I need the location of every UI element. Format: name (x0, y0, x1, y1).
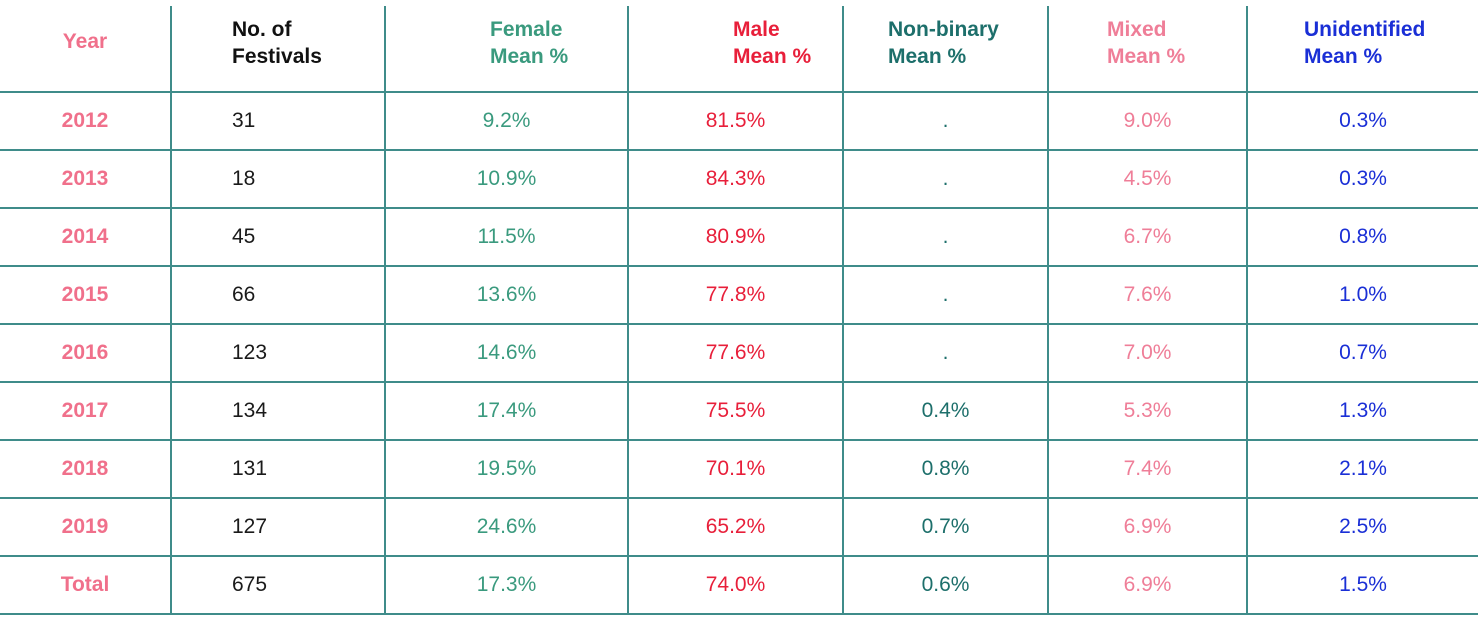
table-row: 2015 66 13.6% 77.8% . 7.6% 1.0% (0, 266, 1478, 325)
cell-year: 2013 (0, 150, 172, 209)
table-row: 2013 18 10.9% 84.3% . 4.5% 0.3% (0, 150, 1478, 209)
cell-festivals: 123 (171, 324, 386, 383)
cell-festivals: 18 (171, 150, 386, 209)
header-festivals: No. of Festivals (171, 6, 386, 93)
cell-unidentified: 0.3% (1247, 150, 1478, 209)
cell-female: 17.3% (385, 556, 629, 615)
cell-male: 70.1% (628, 440, 844, 499)
cell-unidentified: 1.0% (1247, 266, 1478, 325)
cell-festivals: 134 (171, 382, 386, 441)
header-festivals-line2: Festivals (232, 45, 322, 68)
cell-year: 2018 (0, 440, 172, 499)
table-row: 2017 134 17.4% 75.5% 0.4% 5.3% 1.3% (0, 382, 1478, 441)
header-year: Year (0, 6, 172, 93)
cell-festivals: 127 (171, 498, 386, 557)
header-nonbinary-line1: Non-binary (888, 18, 999, 41)
header-year-label: Year (62, 30, 108, 53)
cell-male: 80.9% (628, 208, 844, 267)
cell-nonbinary: . (843, 92, 1049, 151)
cell-mixed: 6.7% (1048, 208, 1248, 267)
cell-unidentified: 0.7% (1247, 324, 1478, 383)
cell-female: 10.9% (385, 150, 629, 209)
table-row: 2012 31 9.2% 81.5% . 9.0% 0.3% (0, 92, 1478, 151)
header-festivals-line1: No. of (232, 18, 292, 41)
table-row: 2018 131 19.5% 70.1% 0.8% 7.4% 2.1% (0, 440, 1478, 499)
header-female: Female Mean % (385, 6, 629, 93)
header-male: Male Mean % (628, 6, 844, 93)
cell-unidentified: 1.3% (1247, 382, 1478, 441)
table-row-total: Total 675 17.3% 74.0% 0.6% 6.9% 1.5% (0, 556, 1478, 615)
table-header-row: Year No. of Festivals Female Mean % Male… (0, 6, 1478, 93)
cell-female: 19.5% (385, 440, 629, 499)
cell-mixed: 7.4% (1048, 440, 1248, 499)
cell-mixed: 7.0% (1048, 324, 1248, 383)
header-male-line1: Male (733, 18, 780, 41)
header-unidentified: Unidentified Mean % (1247, 6, 1478, 93)
cell-unidentified: 2.5% (1247, 498, 1478, 557)
table-row: 2019 127 24.6% 65.2% 0.7% 6.9% 2.5% (0, 498, 1478, 557)
cell-female: 13.6% (385, 266, 629, 325)
cell-female: 14.6% (385, 324, 629, 383)
cell-year: 2017 (0, 382, 172, 441)
cell-nonbinary: 0.6% (843, 556, 1049, 615)
cell-year: 2015 (0, 266, 172, 325)
header-nonbinary: Non-binary Mean % (843, 6, 1049, 93)
cell-mixed: 9.0% (1048, 92, 1248, 151)
table-row: 2014 45 11.5% 80.9% . 6.7% 0.8% (0, 208, 1478, 267)
cell-festivals: 31 (171, 92, 386, 151)
cell-year: 2019 (0, 498, 172, 557)
cell-male: 74.0% (628, 556, 844, 615)
cell-mixed: 5.3% (1048, 382, 1248, 441)
cell-mixed: 6.9% (1048, 498, 1248, 557)
cell-nonbinary: . (843, 208, 1049, 267)
cell-nonbinary: 0.4% (843, 382, 1049, 441)
header-mixed: Mixed Mean % (1048, 6, 1248, 93)
cell-nonbinary: . (843, 324, 1049, 383)
header-mixed-line1: Mixed (1107, 18, 1167, 41)
festival-gender-table: Year No. of Festivals Female Mean % Male… (0, 6, 1478, 615)
cell-festivals: 131 (171, 440, 386, 499)
cell-male: 84.3% (628, 150, 844, 209)
cell-nonbinary: 0.8% (843, 440, 1049, 499)
cell-male: 77.8% (628, 266, 844, 325)
cell-unidentified: 0.8% (1247, 208, 1478, 267)
cell-year: 2016 (0, 324, 172, 383)
cell-unidentified: 0.3% (1247, 92, 1478, 151)
cell-mixed: 4.5% (1048, 150, 1248, 209)
header-female-line1: Female (490, 18, 563, 41)
cell-festivals: 66 (171, 266, 386, 325)
cell-nonbinary: . (843, 150, 1049, 209)
cell-year: Total (0, 556, 172, 615)
cell-male: 77.6% (628, 324, 844, 383)
cell-female: 24.6% (385, 498, 629, 557)
cell-female: 11.5% (385, 208, 629, 267)
header-female-line2: Mean % (490, 45, 569, 68)
cell-male: 81.5% (628, 92, 844, 151)
cell-unidentified: 1.5% (1247, 556, 1478, 615)
header-male-line2: Mean % (733, 45, 812, 68)
cell-nonbinary: . (843, 266, 1049, 325)
cell-festivals: 675 (171, 556, 386, 615)
cell-mixed: 6.9% (1048, 556, 1248, 615)
cell-female: 17.4% (385, 382, 629, 441)
cell-male: 65.2% (628, 498, 844, 557)
cell-year: 2012 (0, 92, 172, 151)
cell-festivals: 45 (171, 208, 386, 267)
header-nonbinary-line2: Mean % (888, 45, 967, 68)
cell-unidentified: 2.1% (1247, 440, 1478, 499)
cell-female: 9.2% (385, 92, 629, 151)
header-unidentified-line1: Unidentified (1304, 18, 1426, 41)
cell-mixed: 7.6% (1048, 266, 1248, 325)
cell-nonbinary: 0.7% (843, 498, 1049, 557)
table-row: 2016 123 14.6% 77.6% . 7.0% 0.7% (0, 324, 1478, 383)
header-unidentified-line2: Mean % (1304, 45, 1383, 68)
header-mixed-line2: Mean % (1107, 45, 1186, 68)
cell-male: 75.5% (628, 382, 844, 441)
cell-year: 2014 (0, 208, 172, 267)
